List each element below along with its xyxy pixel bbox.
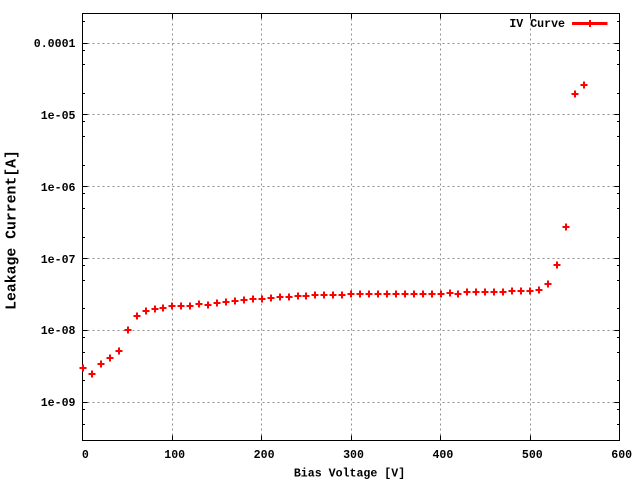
svg-text:400: 400 <box>432 449 453 462</box>
svg-text:1e-08: 1e-08 <box>41 325 76 338</box>
svg-text:200: 200 <box>254 449 275 462</box>
svg-text:IV Curve: IV Curve <box>509 18 565 31</box>
svg-text:1e-05: 1e-05 <box>41 110 76 123</box>
svg-text:500: 500 <box>522 449 543 462</box>
svg-text:600: 600 <box>611 449 632 462</box>
svg-text:Leakage Current[A]: Leakage Current[A] <box>5 150 21 310</box>
svg-text:1e-09: 1e-09 <box>41 397 76 410</box>
svg-text:300: 300 <box>343 449 364 462</box>
svg-text:0: 0 <box>82 449 89 462</box>
svg-text:1e-06: 1e-06 <box>41 182 76 195</box>
svg-text:Bias Voltage [V]: Bias Voltage [V] <box>294 467 405 480</box>
svg-text:100: 100 <box>164 449 185 462</box>
svg-text:1e-07: 1e-07 <box>41 254 76 267</box>
svg-text:0.0001: 0.0001 <box>34 38 76 51</box>
